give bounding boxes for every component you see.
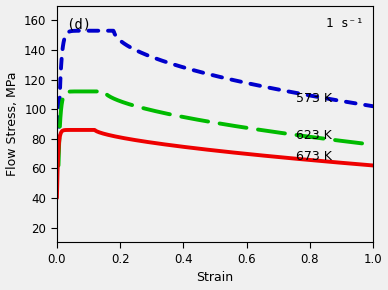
Text: 623 K: 623 K [296,129,331,142]
Text: 573 K: 573 K [296,92,332,105]
X-axis label: Strain: Strain [196,271,234,284]
Text: 673 K: 673 K [296,150,331,163]
Y-axis label: Flow Stress, MPa: Flow Stress, MPa [5,72,19,176]
Text: 1 s⁻¹: 1 s⁻¹ [326,17,364,30]
Text: (d): (d) [66,17,92,31]
